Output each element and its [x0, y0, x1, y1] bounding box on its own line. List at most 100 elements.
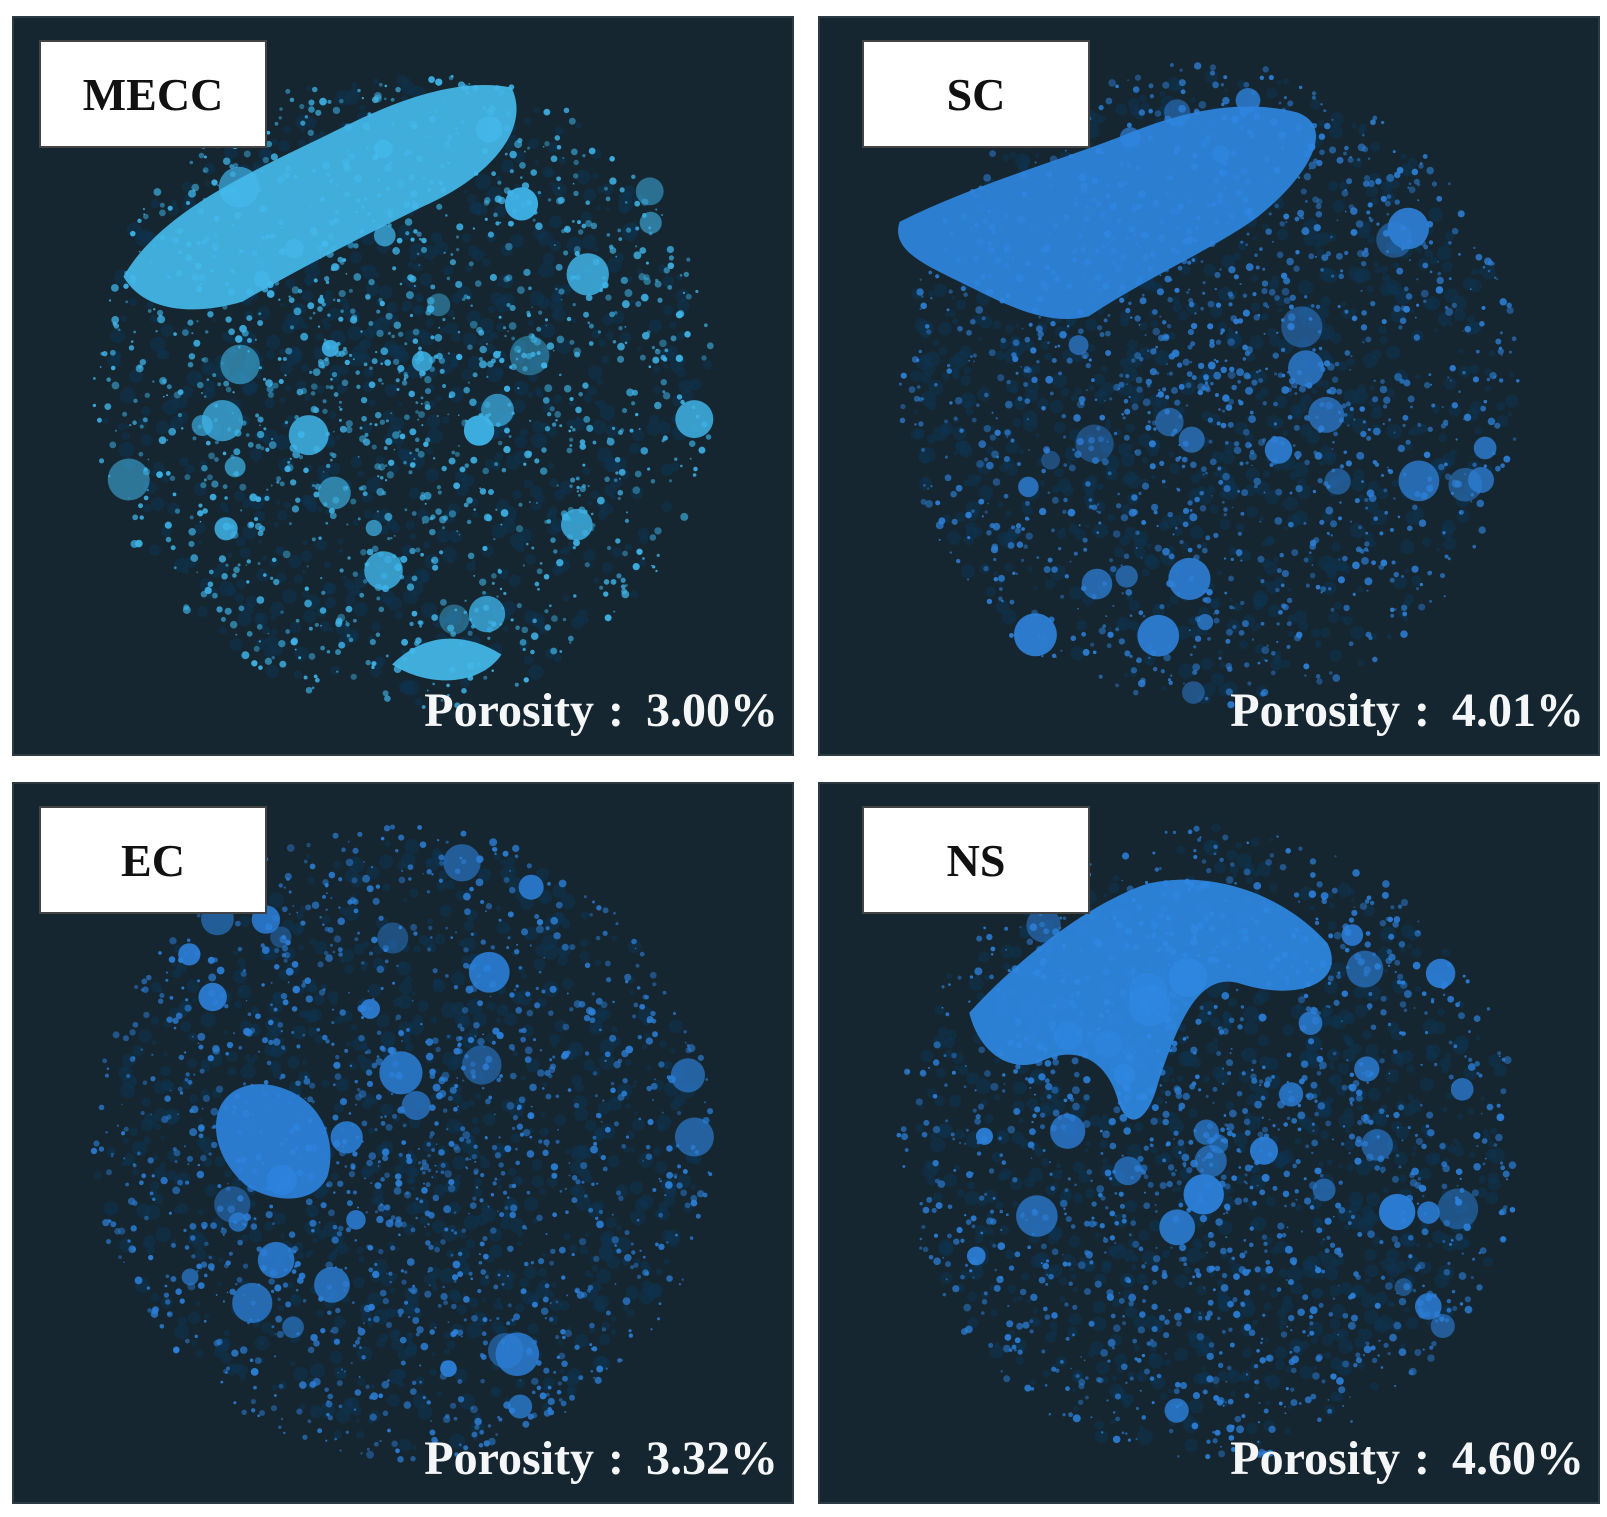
pore-texture [626, 1308, 635, 1317]
pore-particle [621, 300, 630, 309]
pore-particle [424, 404, 431, 411]
pore-texture [317, 506, 323, 512]
pore-particle [1344, 309, 1349, 314]
pore-texture [622, 1304, 630, 1311]
pore-particle [587, 321, 591, 325]
pore-texture [1232, 252, 1241, 261]
pore-texture [359, 104, 366, 111]
pore-texture [409, 243, 424, 258]
pore-texture [182, 181, 193, 192]
pore-particle [99, 366, 102, 368]
pore-particle [1034, 161, 1037, 164]
pore-texture [1313, 241, 1322, 250]
pore-particle [610, 579, 617, 585]
pore-particle [1028, 322, 1033, 327]
pore-particle [1018, 476, 1039, 498]
pore-particle [592, 440, 597, 445]
pore-texture [365, 281, 380, 297]
pore-particle [114, 429, 118, 432]
pore-particle [1125, 588, 1133, 596]
pore-particle [680, 399, 685, 405]
pore-particle [279, 660, 287, 668]
pore-particle [916, 385, 921, 389]
pore-texture [265, 334, 281, 350]
pore-particle [1350, 207, 1358, 215]
pore-particle [928, 270, 933, 275]
pore-particle [1249, 410, 1254, 415]
pore-particle [184, 474, 191, 481]
pore-texture [440, 326, 447, 334]
bulk-pore-region [123, 85, 517, 310]
pore-particle [1398, 325, 1403, 330]
pore-particle [317, 476, 351, 510]
pore-texture [485, 343, 496, 354]
pore-texture [583, 549, 596, 562]
pore-texture [1417, 248, 1423, 254]
pore-particle [1227, 371, 1236, 379]
pore-particle [1308, 253, 1315, 260]
pore-particle [1078, 395, 1086, 403]
pore-texture [1035, 433, 1040, 438]
pore-particle [491, 573, 497, 579]
pore-particle [1168, 553, 1175, 560]
pore-particle [1157, 334, 1165, 342]
pore-particle [1361, 556, 1369, 565]
pore-particle [355, 370, 361, 375]
pore-particle [267, 632, 270, 635]
pore-particle [1041, 450, 1060, 470]
pore-particle [451, 450, 456, 455]
pore-particle [1159, 460, 1165, 466]
pore-texture [352, 519, 359, 527]
pore-texture [1249, 334, 1264, 350]
pore-particle [1214, 287, 1217, 291]
pore-texture [1027, 566, 1033, 572]
pore-particle [1325, 251, 1332, 257]
pore-particle [1286, 257, 1294, 266]
pore-particle [1383, 404, 1388, 409]
pore-particle [457, 414, 460, 416]
pore-particle [436, 414, 440, 418]
pore-particle [405, 231, 410, 236]
pore-particle [1207, 417, 1214, 423]
pore-particle [1217, 466, 1222, 471]
pore-texture [1251, 625, 1258, 632]
pore-particle [222, 157, 231, 166]
pore-texture [1128, 453, 1135, 460]
pore-particle [511, 336, 516, 341]
pore-particle [1455, 438, 1458, 441]
pore-particle [545, 324, 548, 327]
pore-particle [1149, 463, 1156, 470]
pore-particle [327, 313, 331, 317]
pore-particle [1287, 350, 1325, 387]
pore-texture [234, 490, 246, 502]
pore-texture [1293, 510, 1308, 526]
pore-texture [555, 126, 564, 135]
pore-particle [605, 196, 611, 202]
pore-particle [1157, 391, 1165, 398]
pore-particle [222, 451, 227, 456]
pore-texture [278, 348, 286, 356]
pore-texture [1276, 229, 1289, 241]
pore-texture [607, 1096, 623, 1112]
pore-texture [1209, 597, 1221, 609]
pore-texture [1096, 483, 1104, 490]
pore-particle [1445, 423, 1449, 426]
pore-texture [1190, 525, 1204, 540]
pore-texture [316, 1309, 325, 1318]
pore-particle [1231, 384, 1237, 391]
pore-texture [948, 310, 956, 318]
pore-particle [1194, 635, 1202, 642]
pore-particle [214, 517, 238, 541]
pore-particle [188, 528, 196, 536]
pore-particle [1187, 260, 1192, 265]
pore-particle [459, 466, 466, 473]
pore-particle [1422, 262, 1429, 269]
pore-texture [270, 601, 285, 617]
pore-particle [233, 566, 240, 574]
pore-particle [582, 463, 586, 467]
pore-texture [1085, 523, 1090, 529]
pore-texture [1033, 585, 1038, 590]
pore-particle [955, 484, 963, 492]
pore-particle [503, 385, 511, 392]
pore-particle [229, 620, 238, 629]
